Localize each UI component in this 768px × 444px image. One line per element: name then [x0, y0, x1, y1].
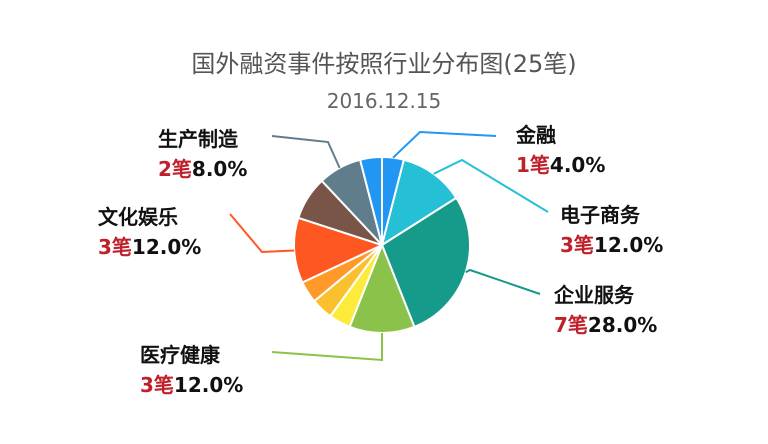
slice-label-value: 1笔4.0%	[516, 153, 605, 177]
slice-label-name: 金融	[515, 123, 556, 147]
chart-subtitle: 2016.12.15	[327, 89, 442, 113]
slice-label-name: 企业服务	[553, 283, 635, 307]
pie-slice	[348, 242, 416, 334]
slice-label-value: 3笔12.0%	[140, 373, 243, 397]
slice-label-value: 3笔12.0%	[560, 233, 663, 257]
leader-line	[465, 268, 541, 295]
slice-label-value: 2笔8.0%	[158, 157, 247, 181]
leader-line	[392, 130, 497, 159]
slice-label-name: 电子商务	[560, 203, 641, 227]
pie-slice	[293, 216, 385, 284]
slice-label-name: 文化娱乐	[98, 205, 178, 229]
leader-lines	[229, 130, 549, 362]
leader-line	[271, 135, 341, 169]
leader-line	[271, 333, 383, 362]
leader-line	[433, 158, 549, 213]
leader-line	[229, 213, 295, 254]
slice-labels: 金融 1笔4.0% 电子商务 3笔12.0% 企业服务 7笔28.0% 医疗健康 3笔12.0…	[98, 123, 663, 397]
pie-slices	[293, 155, 471, 334]
chart-title: 国外融资事件按照行业分布图(25笔)	[191, 50, 576, 78]
pie-slice	[380, 158, 458, 248]
slice-label-name: 医疗健康	[140, 343, 221, 367]
slice-label-value: 3笔12.0%	[98, 235, 201, 259]
pie-slice	[358, 155, 383, 246]
slice-label-value: 7笔28.0%	[554, 313, 657, 337]
slice-label-name: 生产制造	[158, 127, 239, 151]
